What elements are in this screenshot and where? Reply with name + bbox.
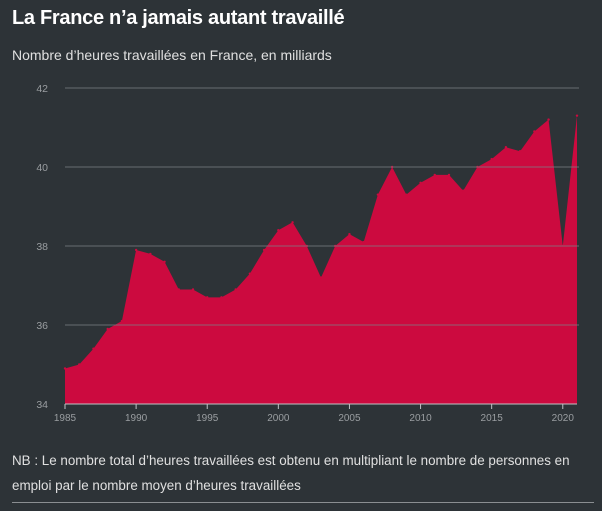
- y-tick-label-34: 34: [36, 399, 48, 411]
- data-point-1987: [92, 347, 95, 350]
- data-point-2019: [547, 118, 550, 121]
- y-tick-label-36: 36: [36, 320, 48, 332]
- data-point-2003: [319, 276, 323, 279]
- data-point-1996: [220, 296, 223, 299]
- y-tick-label-42: 42: [36, 83, 48, 95]
- data-point-1991: [149, 252, 152, 256]
- data-point-2013: [462, 189, 465, 192]
- data-point-1988: [106, 327, 109, 331]
- data-point-2001: [291, 221, 294, 224]
- data-point-2010: [419, 181, 422, 184]
- data-point-2015: [490, 157, 493, 161]
- x-axis: 1985 1990 1995 2000 2005 2010 2015 2020: [54, 403, 577, 424]
- data-point-1985: [63, 367, 67, 370]
- x-tick-label-2000: 2000: [267, 413, 290, 424]
- data-point-1986: [78, 363, 81, 366]
- data-point-2009: [405, 193, 408, 196]
- data-point-2016: [504, 146, 508, 149]
- gridlines: [65, 87, 579, 326]
- y-axis-labels: 34 36 38 40 42: [36, 83, 48, 411]
- chart-title: La France n’a jamais autant travaillé: [12, 7, 345, 29]
- y-tick-label-40: 40: [36, 162, 48, 174]
- x-tick-label-1995: 1995: [196, 413, 219, 424]
- data-point-2005: [348, 232, 351, 236]
- data-point-1995: [206, 296, 209, 299]
- footnote: NB : Le nombre total d’heures travaillée…: [12, 453, 570, 493]
- area-series: [63, 114, 579, 405]
- x-tick-label-2020: 2020: [552, 413, 575, 424]
- data-point-2018: [533, 130, 536, 133]
- data-point-1997: [234, 288, 237, 291]
- area-fill: [65, 115, 577, 405]
- data-point-2017: [518, 150, 522, 153]
- data-point-1994: [191, 288, 195, 291]
- data-point-2021: [575, 114, 579, 117]
- data-point-1992: [163, 260, 166, 263]
- y-tick-label-38: 38: [36, 241, 48, 253]
- x-tick-label-2005: 2005: [338, 413, 361, 424]
- data-point-2012: [447, 173, 451, 177]
- data-point-1989: [120, 319, 124, 323]
- data-point-1993: [177, 288, 180, 291]
- data-point-2007: [376, 193, 380, 196]
- data-point-1999: [262, 248, 266, 252]
- data-point-2011: [433, 173, 436, 177]
- x-tick-label-2010: 2010: [409, 413, 432, 424]
- data-point-2000: [277, 229, 280, 232]
- chart-subtitle: Nombre d’heures travaillées en France, e…: [12, 47, 332, 63]
- data-point-1990: [134, 248, 138, 252]
- x-tick-label-1985: 1985: [54, 413, 77, 424]
- x-tick-label-1990: 1990: [125, 413, 148, 424]
- divider: [12, 502, 594, 503]
- x-tick-label-2015: 2015: [481, 413, 504, 424]
- data-point-2006: [362, 240, 365, 244]
- area-chart: 34 36 38 40 42 1985 1990 1995 2000 2005 2010 2015 2…: [36, 83, 579, 424]
- data-point-1998: [248, 272, 252, 275]
